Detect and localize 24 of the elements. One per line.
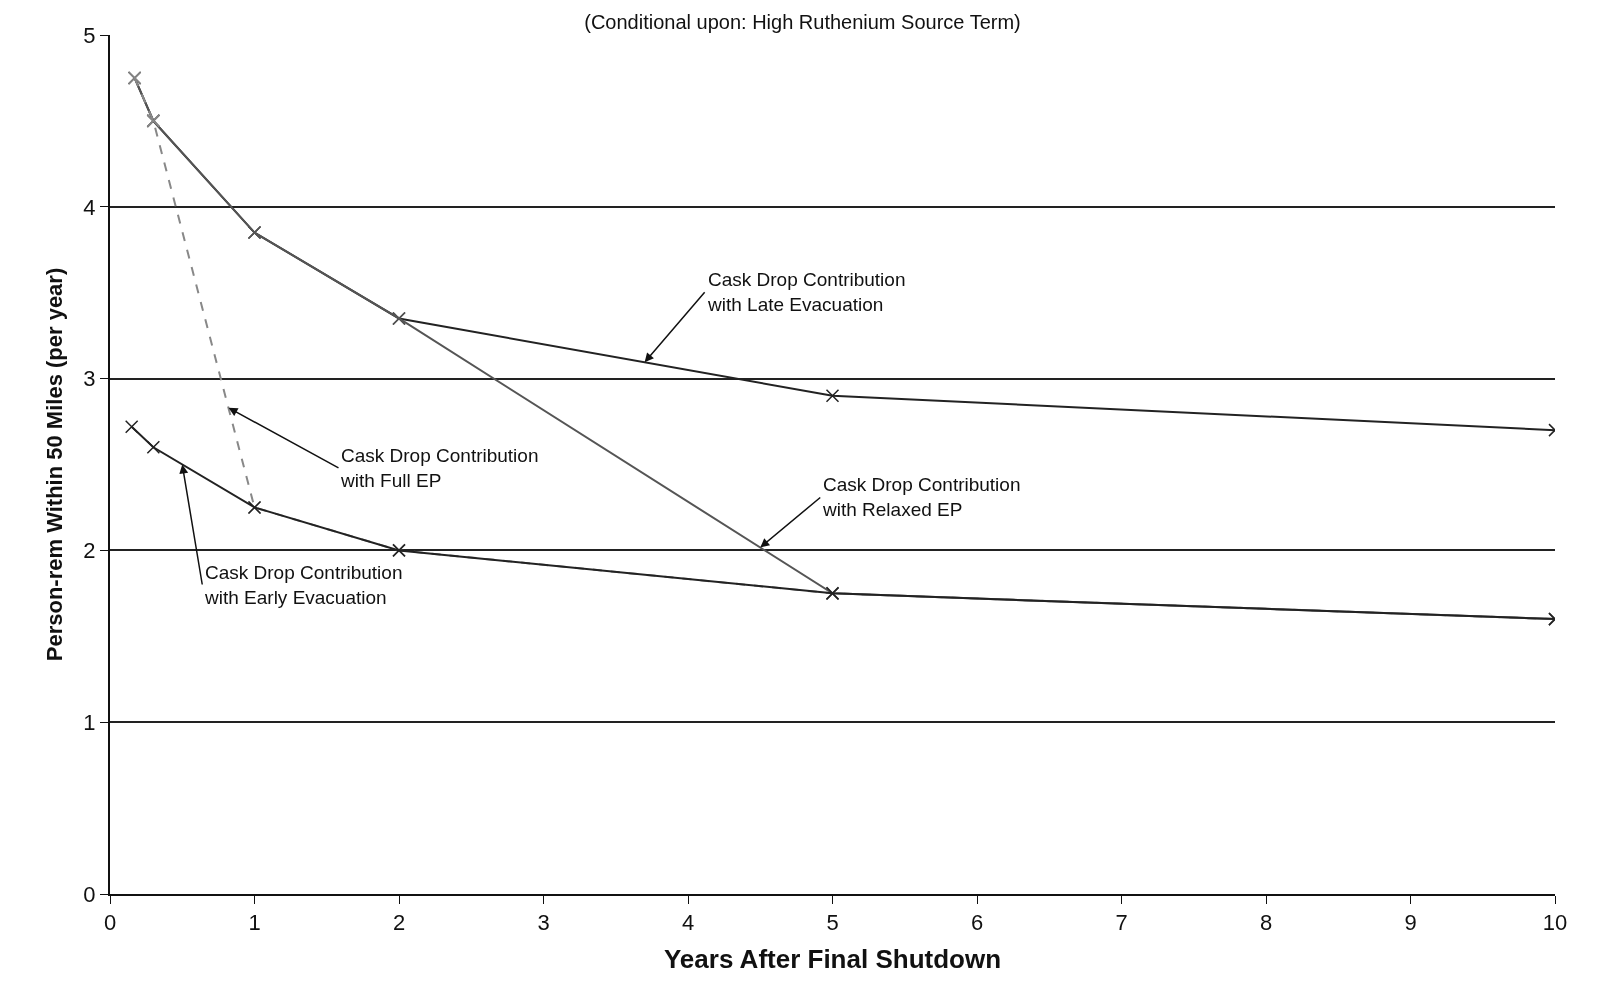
x-tick-label: 7 xyxy=(1115,910,1128,936)
annotation: Cask Drop Contribution with Early Evacuation xyxy=(204,562,403,608)
annotation: Cask Drop Contribution with Relaxed EP xyxy=(822,474,1021,520)
y-tick-label: 4 xyxy=(83,194,96,220)
x-tick-label: 10 xyxy=(1542,910,1568,936)
x-tick-label: 9 xyxy=(1404,910,1417,936)
x-tick-label: 6 xyxy=(970,910,984,936)
x-axis-title: Years After Final Shutdown xyxy=(663,943,1002,974)
y-tick-label: 2 xyxy=(83,538,96,564)
x-tick-label: 8 xyxy=(1259,910,1273,936)
y-axis-title: Person-rem Within 50 Miles (per year) xyxy=(41,267,67,662)
y-tick-label: 1 xyxy=(83,709,96,735)
y-tick-label: 5 xyxy=(83,22,96,48)
x-tick-label: 4 xyxy=(681,910,695,936)
annotation: Cask Drop Contribution with Full EP xyxy=(340,445,539,491)
chart-title: (Conditional upon: High Ruthenium Source Term) xyxy=(584,11,1021,34)
x-tick-label: 3 xyxy=(537,910,550,936)
x-tick-label: 5 xyxy=(826,910,839,936)
x-tick-label: 1 xyxy=(248,910,261,936)
annotation: Cask Drop Contribution with Late Evacuation xyxy=(707,269,906,315)
x-tick-label: 0 xyxy=(103,910,117,936)
x-tick-label: 2 xyxy=(392,910,406,936)
y-tick-label: 3 xyxy=(83,366,96,392)
y-tick-label: 0 xyxy=(83,881,96,907)
